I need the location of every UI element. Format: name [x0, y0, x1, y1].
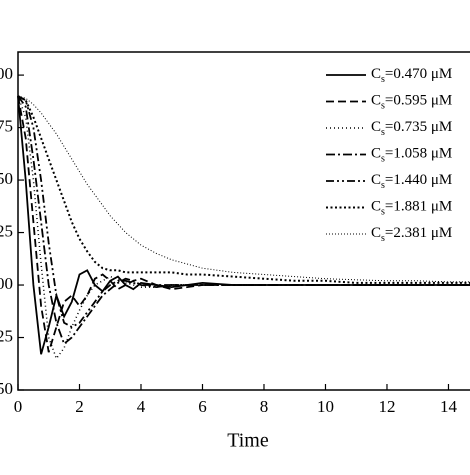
- x-tick-label: 12: [378, 397, 395, 416]
- y-tick-label: 0.50: [0, 169, 13, 188]
- series-line: [17, 95, 470, 346]
- x-tick-label: 10: [317, 397, 334, 416]
- x-tick-label: 8: [260, 397, 269, 416]
- x-tick-label: 2: [75, 397, 84, 416]
- y-tick-label: 0.00: [0, 274, 13, 293]
- x-tick-label: 0: [14, 397, 23, 416]
- series-line: [17, 95, 470, 284]
- legend-label: Cs=0.470 μM: [371, 66, 452, 85]
- y-tick-label: -0.50: [0, 379, 13, 398]
- y-tick-label: 0.25: [0, 221, 13, 240]
- series-line: [17, 95, 470, 361]
- x-tick-label: 14: [440, 397, 458, 416]
- legend-label: Cs=0.595 μM: [371, 93, 452, 112]
- legend-label: Cs=1.440 μM: [371, 172, 452, 191]
- legend-label: Cs=1.058 μM: [371, 146, 452, 165]
- series-line: [17, 95, 470, 283]
- x-axis-label: Time: [227, 430, 269, 452]
- x-tick-label: 6: [198, 397, 207, 416]
- series-line: [17, 95, 470, 329]
- legend-label: Cs=2.381 μM: [371, 225, 452, 244]
- y-tick-label: 1.00: [0, 64, 13, 83]
- y-tick-label: -0.25: [0, 326, 13, 345]
- y-tick-label: 0.75: [0, 116, 13, 135]
- legend-label: Cs=1.881 μM: [371, 199, 452, 218]
- plot-frame: [17, 51, 470, 391]
- legend-label: Cs=0.735 μM: [371, 119, 452, 138]
- x-tick-label: 4: [137, 397, 146, 416]
